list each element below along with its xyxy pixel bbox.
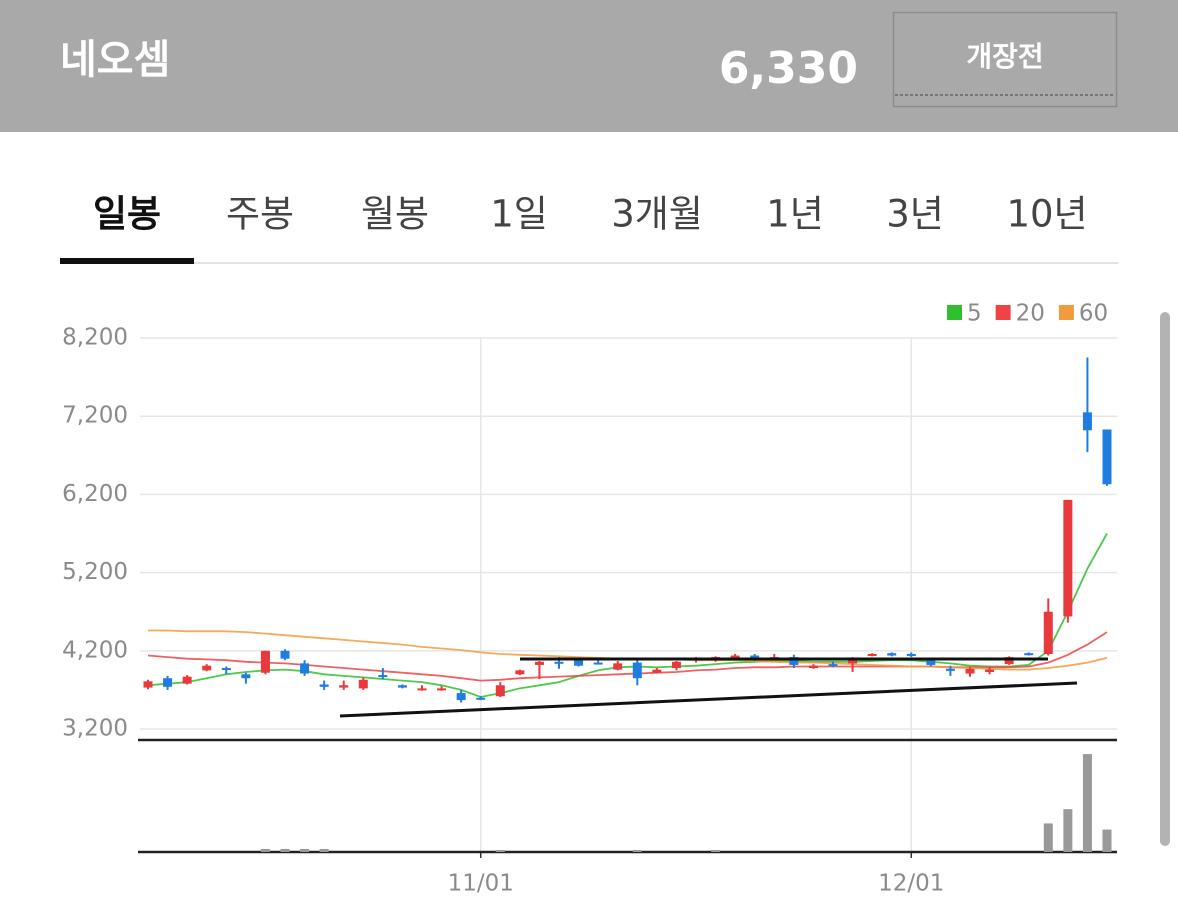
candle-body <box>730 655 740 658</box>
candle-body <box>1024 653 1034 656</box>
stock-price: 6,330 <box>719 43 858 94</box>
status-button[interactable] <box>892 11 1118 108</box>
candle-body <box>926 660 936 665</box>
candle-body <box>828 664 838 667</box>
y-tick-label: 5,200 <box>62 559 128 585</box>
candle-body <box>985 669 995 672</box>
candle-body <box>280 650 290 659</box>
volume-bar <box>319 848 329 852</box>
candle-body <box>202 665 212 671</box>
candle-body <box>143 681 153 688</box>
moving-average-line <box>147 533 1108 698</box>
x-tick-label: 11/01 <box>448 871 514 897</box>
candle-body <box>300 663 310 674</box>
tab[interactable]: 일봉 <box>93 193 161 236</box>
status-label[interactable]: 개장전 <box>966 40 1043 73</box>
candle-body <box>163 678 173 687</box>
candle-body <box>182 676 192 684</box>
volume-bar <box>1063 809 1073 852</box>
legend-swatch <box>947 305 962 320</box>
chart: 8,200 7,200 6,200 5,200 4,200 3,200 11/01 12/01… <box>62 301 1117 897</box>
candle-body <box>417 688 427 691</box>
y-tick-label: 8,200 <box>62 325 128 351</box>
x-tick-label: 12/01 <box>878 871 944 897</box>
legend-label: 20 <box>1016 301 1045 327</box>
candle-body <box>358 679 368 689</box>
candle-body <box>574 660 584 666</box>
candle-body <box>554 661 564 664</box>
volume-bar <box>280 848 290 852</box>
volume-bar <box>495 849 505 852</box>
scrollbar[interactable] <box>1160 312 1170 846</box>
candle-body <box>1063 499 1073 617</box>
candle-body <box>515 670 525 675</box>
moving-average-line <box>147 631 1108 682</box>
y-tick-label: 3,200 <box>62 716 128 742</box>
candle-body <box>965 668 975 674</box>
candle-body <box>671 661 681 669</box>
volume-bar <box>260 848 270 852</box>
tab[interactable]: 3년 <box>886 193 944 236</box>
stock-name: 네오셈 <box>60 37 170 83</box>
y-tick-label: 6,200 <box>62 481 128 507</box>
candle-body <box>1004 657 1014 665</box>
volume-bar <box>1043 823 1053 852</box>
support-line <box>339 681 1078 718</box>
y-tick-label: 4,200 <box>62 637 128 663</box>
candle-body <box>378 675 388 678</box>
candle-body <box>241 674 251 679</box>
legend-swatch <box>995 305 1011 320</box>
candle-body <box>476 697 486 700</box>
volume-bar <box>711 849 721 852</box>
candle-body <box>437 688 447 691</box>
candle-body <box>339 685 349 688</box>
candle-body <box>613 663 623 670</box>
candle-body <box>1102 429 1112 485</box>
candle-body <box>632 662 642 679</box>
tab[interactable]: 주봉 <box>226 193 294 236</box>
candle-body <box>397 685 407 688</box>
candle-body <box>867 653 877 656</box>
legend-label: 60 <box>1079 301 1108 327</box>
volume-bar <box>632 849 642 852</box>
volume-bar <box>1102 829 1112 852</box>
legend-swatch <box>1058 305 1074 320</box>
tab[interactable]: 월봉 <box>361 193 429 236</box>
candle-body <box>945 668 955 671</box>
candle-body <box>887 653 897 656</box>
legend-label: 5 <box>967 301 982 327</box>
tab[interactable]: 1일 <box>490 193 548 236</box>
tab-bar: 일봉 주봉 월봉 1일 3개월 1년 3년 10년 <box>60 193 1088 264</box>
candle-body <box>534 661 544 665</box>
y-tick-label: 7,200 <box>62 403 128 429</box>
tab[interactable]: 3개월 <box>611 193 703 236</box>
tab-active-indicator <box>60 258 194 264</box>
candle-body <box>848 657 858 664</box>
candle-body <box>789 657 799 665</box>
volume-bar <box>300 848 310 852</box>
candle-body <box>1082 412 1092 431</box>
tab[interactable]: 10년 <box>1006 193 1087 236</box>
candle-body <box>652 669 662 673</box>
candle-body <box>808 665 818 669</box>
tab[interactable]: 1년 <box>766 193 824 236</box>
candle-body <box>260 650 270 673</box>
candle-body <box>593 662 603 665</box>
candle-body <box>1043 611 1053 654</box>
candle-body <box>456 693 466 701</box>
candle-body <box>221 668 231 671</box>
candle-body <box>495 685 505 697</box>
volume-bar <box>1082 754 1092 852</box>
header-bar <box>0 0 1178 132</box>
candle-body <box>319 684 329 687</box>
candle-body <box>906 653 916 656</box>
